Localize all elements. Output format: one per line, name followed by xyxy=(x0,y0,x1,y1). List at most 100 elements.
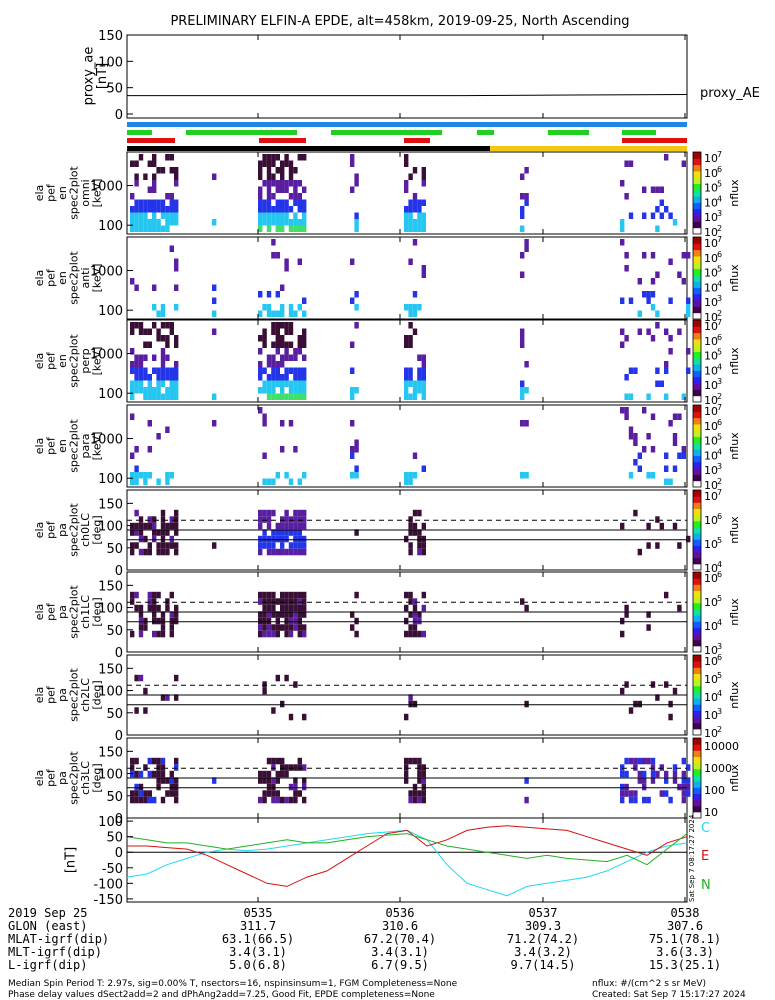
colorbar-segment xyxy=(693,268,701,276)
ylabel-line: para xyxy=(79,434,92,459)
spectrogram-cell xyxy=(354,630,359,638)
spectrogram-cell xyxy=(664,328,669,335)
spectrogram-cell xyxy=(520,206,525,213)
spectrogram-cell xyxy=(152,604,157,612)
spectrogram-cell xyxy=(417,219,422,226)
colorbar-segment xyxy=(693,306,701,314)
spectrogram-cell xyxy=(280,542,285,549)
spectrogram-cell xyxy=(280,757,285,765)
spectrogram-cell xyxy=(152,284,157,291)
spectrogram-cell xyxy=(297,624,302,631)
spectrogram-cell xyxy=(637,757,642,765)
spectrogram-cell xyxy=(160,542,166,549)
spectrogram-cell xyxy=(686,790,691,797)
y-tick-label: 100 xyxy=(98,304,123,319)
y-tick-label: 100 xyxy=(98,685,123,700)
spectrogram-cell xyxy=(302,535,307,543)
spectrogram-cell xyxy=(138,212,144,219)
spectrogram-cell xyxy=(152,796,157,804)
colorbar-frame xyxy=(692,151,702,235)
spectrogram-cell xyxy=(212,393,217,400)
spectrogram-cell xyxy=(293,535,298,543)
spectrogram-cell xyxy=(412,380,418,387)
spectrogram-cell xyxy=(412,700,418,708)
spectrogram-cell xyxy=(165,193,170,200)
spectrogram-cell xyxy=(408,258,413,265)
ylabel-line: ela xyxy=(33,522,46,539)
spectrogram-cell xyxy=(160,367,166,374)
colorbar-segment xyxy=(693,249,701,257)
spectrogram-cell xyxy=(288,630,294,638)
spectrogram-cell xyxy=(266,478,272,485)
spectrogram-cell xyxy=(686,535,691,543)
spectrogram-cell xyxy=(266,522,272,530)
spectrogram-cell xyxy=(152,304,157,311)
spectrogram-cell xyxy=(258,367,263,374)
spectrogram-cell xyxy=(130,278,135,285)
spectrogram-cell xyxy=(624,790,629,797)
spectrogram-cell xyxy=(266,180,272,187)
spectrogram-cell xyxy=(280,341,285,348)
colorbar-tick-exp: 5 xyxy=(717,348,722,357)
spectrogram-cell xyxy=(160,167,166,174)
spectrogram-cell xyxy=(412,522,418,530)
spectrogram-cell xyxy=(147,160,152,167)
spectrogram-cell xyxy=(271,535,276,543)
spectrogram-cell xyxy=(288,783,294,791)
spectrogram-cell xyxy=(417,770,422,778)
spectrogram-cells xyxy=(130,757,691,804)
spectrogram-cell xyxy=(271,328,276,335)
spectrogram-cell xyxy=(417,617,422,625)
spectrogram-cell xyxy=(284,529,289,536)
spectrogram-cell xyxy=(668,335,673,342)
colorbar-segment xyxy=(693,533,701,540)
spectrogram-cell xyxy=(664,770,669,778)
spectrogram-cell xyxy=(152,516,157,523)
spectrogram-cell xyxy=(169,777,174,784)
spectrogram-cell xyxy=(275,252,280,259)
spectrogram-cell xyxy=(672,219,678,226)
spectrogram-cell xyxy=(134,465,139,472)
spectrogram-cell xyxy=(354,529,359,536)
colorbar-segment xyxy=(693,255,701,263)
spectrogram-cell xyxy=(650,278,656,285)
colorbar-segment xyxy=(693,423,701,431)
colorbar-label: nflux xyxy=(728,179,741,207)
colorbar-tick-base: 10 xyxy=(704,394,718,407)
spectrogram-cell xyxy=(156,757,161,765)
spectrogram-cell xyxy=(143,472,148,479)
spectrogram-cell xyxy=(664,361,669,368)
spectrogram-cell xyxy=(138,783,144,791)
y-tick-label: 50 xyxy=(106,542,123,557)
spectrogram-cell xyxy=(130,598,135,605)
spectrogram-cell xyxy=(275,328,280,335)
colorbar-segment xyxy=(693,520,701,528)
spectrogram-cell xyxy=(668,713,673,721)
spectrogram-cell xyxy=(152,199,157,206)
spectrogram-cell xyxy=(404,757,409,765)
spectrogram-cell xyxy=(169,380,174,387)
footer-row-label: MLT-igrf(dip) xyxy=(8,945,102,959)
spectrogram-cell xyxy=(293,611,298,618)
spectrogram-cell xyxy=(138,367,144,374)
spectrogram-cell xyxy=(350,341,355,348)
spectrogram-cell xyxy=(624,757,629,765)
colorbar-segment xyxy=(693,480,701,488)
spectrogram-cell xyxy=(659,764,664,771)
colorbar-segment xyxy=(693,490,701,497)
spectrogram-cell xyxy=(152,611,157,618)
spectrogram-cell xyxy=(266,167,272,174)
spectrogram-cell xyxy=(275,674,280,682)
spectrogram-cell xyxy=(293,348,298,355)
colorbar-segment xyxy=(693,189,701,197)
spectrogram-cell xyxy=(520,387,525,394)
spectrogram-cell xyxy=(284,212,289,219)
spectrogram-cell xyxy=(302,598,307,605)
spectrogram-cell xyxy=(520,252,525,259)
spectrogram-cell xyxy=(642,407,647,414)
ylabel-line: ch0LC xyxy=(79,513,92,547)
spectrogram-cell xyxy=(681,790,686,797)
spectrogram-cell xyxy=(280,380,285,387)
spectrogram-cell xyxy=(271,310,276,317)
spectrogram-cell xyxy=(297,367,302,374)
